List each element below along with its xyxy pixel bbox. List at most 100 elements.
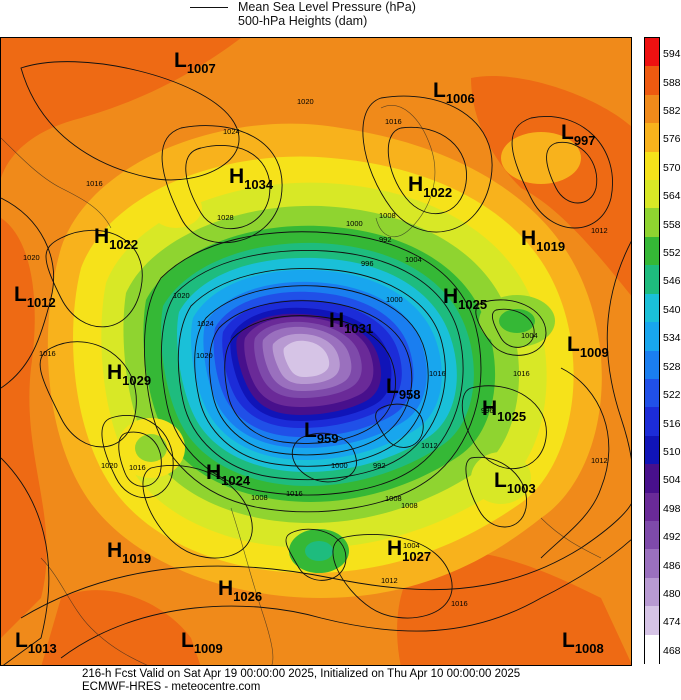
colorbar-segment [645,577,659,607]
center-pressure-value: 1022 [423,185,453,200]
map-footer: 216-h Fcst Valid on Sat Apr 19 00:00:00 … [82,668,520,694]
center-pressure-value: 997 [573,133,596,148]
isobar-value-label: 1004 [403,541,420,550]
isobar-value-label: 1000 [386,295,403,304]
center-type-letter: H [229,165,245,188]
center-type-letter: L [181,629,194,652]
center-type-letter: H [482,397,498,420]
colorbar-tick-label: 540 [663,303,681,316]
colorbar-segment [645,151,659,181]
colorbar-tick-label: 582 [663,105,681,118]
isobar-value-label: 1012 [591,456,608,465]
height-anomaly-west-core [135,434,167,462]
center-pressure-value: 958 [398,387,421,402]
isobar-lines [1,61,631,665]
legend-row-heights: 500-hPa Heights (dam) [238,14,367,28]
colorbar-tick-label: 564 [663,190,681,203]
colorbar-tick-label: 474 [663,616,681,629]
colorbar-segment [645,236,659,266]
center-type-letter: H [329,309,345,332]
colorbar-segment [645,322,659,352]
isobar-value-label: 1008 [401,501,418,510]
isobar-value-label: 1000 [331,461,348,470]
high-pressure-center: H1019 [521,227,565,253]
isobar-value-label: 1000 [346,219,363,228]
colorbar-tick-label: 468 [663,644,681,657]
isobar-value-label: 1020 [196,351,213,360]
center-pressure-value: 1022 [109,237,139,252]
isobar-value-label: 1020 [297,97,314,106]
low-pressure-center: L1009 [181,629,223,655]
colorbar-tick-label: 576 [663,133,681,146]
center-type-letter: L [174,49,187,72]
center-type-letter: L [304,419,317,442]
map-legend: Mean Sea Level Pressure (hPa) 500-hPa He… [190,0,590,34]
weather-map: 1020 1016 1024 1016 1012 1008 1020 1028 1020 1024… [0,37,632,666]
center-type-letter: L [567,333,580,356]
isobar-value-label: 1020 [23,253,40,262]
colorbar-segment [645,606,659,636]
isobar-value-label: 1012 [591,226,608,235]
isobar-value-label: 1028 [217,213,234,222]
low-pressure-center: L1013 [15,630,57,655]
center-type-letter: L [14,283,27,306]
colorbar-tick-label: 594 [663,48,681,61]
colorbar-tick-label: 492 [663,531,681,544]
isobar-value-label: 1016 [429,369,446,378]
center-pressure-value: 1009 [579,345,609,360]
colorbar-tick-label: 558 [663,218,681,231]
center-type-letter: L [494,469,507,492]
center-pressure-value: 1034 [244,177,274,192]
colorbar-tick-label: 498 [663,502,681,515]
source-credit-text: ECMWF-HRES - meteocentre.com [82,681,261,693]
low-pressure-center: L997 [561,122,596,147]
isobar-value-label: 1020 [101,461,118,470]
isobar-value-label: 1016 [385,117,402,126]
isobar-value-label: 1008 [385,494,402,503]
center-pressure-value: 1019 [122,551,152,566]
center-pressure-value: 1024 [221,473,251,488]
isobar-value-label: 1012 [421,441,438,450]
isobar-value-label: 1004 [521,331,538,340]
center-type-letter: H [521,227,537,250]
isobar-value-label: 1024 [223,127,240,136]
colorbar-segment [645,492,659,522]
height-anomaly-se [471,452,531,504]
isobar-value-label: 1024 [197,319,214,328]
warm-region-w [1,218,47,638]
isobar-value-label: 1008 [379,211,396,220]
center-pressure-value: 1013 [27,641,57,656]
colorbar-segment [645,407,659,437]
isobar-value-label: 996 [481,406,494,415]
isobar-line-swatch [190,6,228,8]
low-pressure-center: L958 [386,376,421,401]
center-pressure-value: 959 [316,431,339,446]
colorbar-segment [645,293,659,323]
height-anomaly-east-core [499,309,535,333]
colorbar-segment [645,350,659,380]
high-pressure-center: H1022 [94,226,138,251]
low-pressure-center: L1003 [494,469,536,495]
center-pressure-value: 1031 [344,321,374,336]
high-pressure-center: H1029 [107,362,151,387]
high-pressure-center: H1022 [408,174,452,199]
colorbar-tick-label: 486 [663,559,681,572]
isobar-value-label: 1016 [451,599,468,608]
isobar-value-label: 1016 [39,349,56,358]
height-anomaly-ne [501,132,581,184]
high-pressure-center: H1026 [218,578,262,603]
colorbar-segment [645,520,659,550]
center-pressure-value: 1008 [574,641,604,656]
low-pressure-center: L1006 [433,80,475,105]
legend-heights-label: 500-hPa Heights (dam) [238,14,368,28]
colorbar-segment [645,435,659,465]
colorbar-tick-label: 516 [663,417,681,430]
colorbar-segment [645,265,659,295]
isobar-value-label: 1016 [513,369,530,378]
forecast-validity-text: 216-h Fcst Valid on Sat Apr 19 00:00:00 … [82,668,521,680]
center-pressure-value: 1025 [458,297,488,312]
center-type-letter: H [443,285,459,308]
colorbar-tick-label: 522 [663,389,681,402]
coastlines [1,105,602,665]
isobar-value-label: 1016 [286,489,303,498]
